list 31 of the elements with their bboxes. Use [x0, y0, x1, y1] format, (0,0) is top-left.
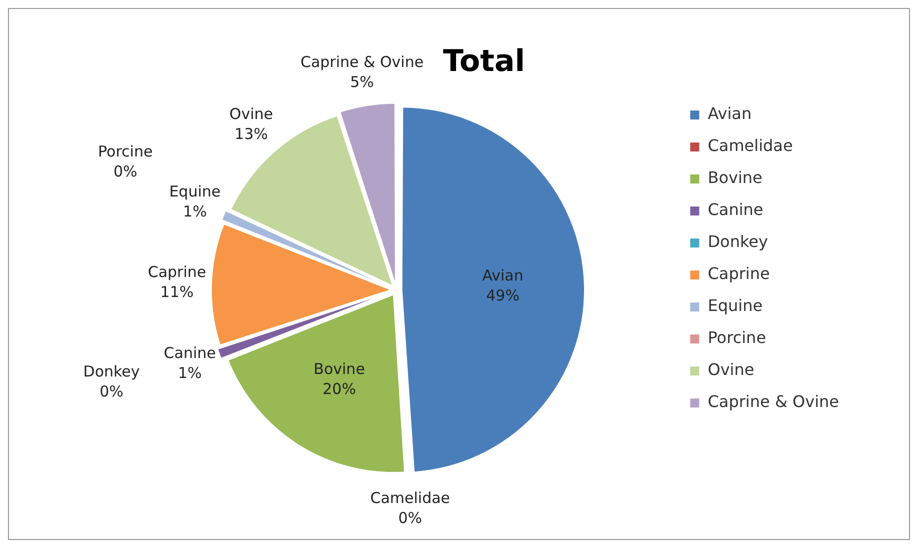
slice-label: Canine: [164, 344, 216, 362]
legend-label: Avian: [708, 104, 752, 124]
category-label: Donkey: [83, 362, 140, 380]
data-label: 5%: [350, 73, 374, 92]
legend-label: Porcine: [708, 328, 766, 348]
text: 0%: [113, 162, 138, 180]
category-label: Camelidae: [370, 488, 450, 507]
legend-label: Camelidae: [708, 136, 793, 156]
text: 0%: [398, 508, 422, 527]
legend-label: Caprine & Ovine: [708, 392, 839, 412]
category-label: Porcine: [98, 142, 153, 160]
slice-label: Caprine: [148, 262, 206, 281]
legend-label: Ovine: [708, 360, 754, 380]
legend-label: Canine: [708, 200, 764, 220]
data-label: 11%: [160, 282, 194, 301]
legend-label: Bovine: [708, 168, 762, 188]
slice-label: Bovine: [314, 360, 365, 378]
slice-label: Caprine & Ovine: [300, 53, 424, 72]
data-label: 1%: [178, 364, 202, 382]
chart-title: Total: [443, 44, 525, 79]
legend-label: Donkey: [708, 232, 768, 252]
data-label: 49%: [486, 286, 520, 305]
data-label: 20%: [322, 380, 356, 398]
data-label: 13%: [234, 125, 268, 144]
slice-label: Ovine: [229, 105, 273, 124]
legend-label: Equine: [708, 296, 763, 316]
data-label: 1%: [183, 202, 207, 221]
legend-label: Caprine: [708, 264, 770, 284]
slice-label: Avian: [482, 266, 524, 285]
text: 0%: [100, 382, 124, 400]
slice-label: Equine: [169, 182, 221, 201]
